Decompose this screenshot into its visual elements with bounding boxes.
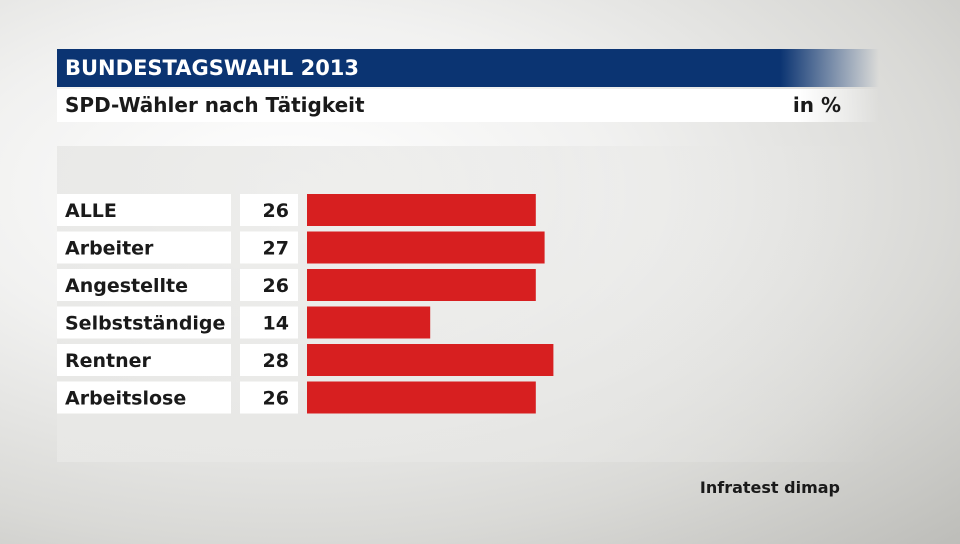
category-label: ALLE — [65, 200, 117, 222]
value-label: 26 — [263, 388, 289, 410]
category-label-box — [57, 194, 231, 226]
value-label-box — [240, 269, 298, 301]
chart-subtitle-bar: SPD-Wähler nach Tätigkeit in % — [57, 89, 879, 122]
bar-row: ALLE 26 — [57, 194, 536, 226]
category-label: Selbstständige — [65, 313, 225, 335]
unit-label: in % — [792, 93, 841, 117]
bar-row: Angestellte 26 — [57, 269, 536, 301]
value-label: 26 — [263, 200, 289, 222]
category-label-box — [57, 381, 231, 414]
bar — [307, 269, 536, 301]
category-label-box — [57, 344, 231, 376]
category-label: Rentner — [65, 350, 152, 372]
value-label: 27 — [263, 238, 289, 260]
category-label: Angestellte — [65, 275, 188, 297]
value-label-box — [240, 344, 298, 376]
source-label: Infratest dimap — [699, 478, 840, 497]
bar-row: Arbeitslose 26 — [57, 381, 536, 414]
value-label-box — [240, 306, 298, 339]
bar — [307, 344, 554, 376]
value-label: 26 — [263, 275, 289, 297]
bar — [307, 306, 431, 339]
category-label-box — [57, 306, 231, 339]
bar — [307, 231, 545, 264]
bar-row: Rentner 28 — [57, 344, 554, 376]
chart-title: BUNDESTAGSWAHL 2013 — [65, 56, 360, 80]
category-label: Arbeiter — [65, 238, 154, 260]
category-label: Arbeitslose — [65, 388, 186, 410]
chart-subtitle: SPD-Wähler nach Tätigkeit — [65, 93, 365, 117]
value-label-box — [240, 381, 298, 414]
category-label-box — [57, 269, 231, 301]
bar — [307, 194, 536, 226]
value-label-box — [240, 194, 298, 226]
bar — [307, 381, 536, 414]
value-label: 14 — [263, 313, 289, 335]
value-label: 28 — [263, 350, 289, 372]
bar-row: Arbeiter 27 — [57, 231, 545, 264]
chart-title-bar: BUNDESTAGSWAHL 2013 — [57, 49, 879, 87]
category-label-box — [57, 231, 231, 264]
value-label-box — [240, 231, 298, 264]
bar-row: Selbstständige 14 — [57, 306, 431, 339]
